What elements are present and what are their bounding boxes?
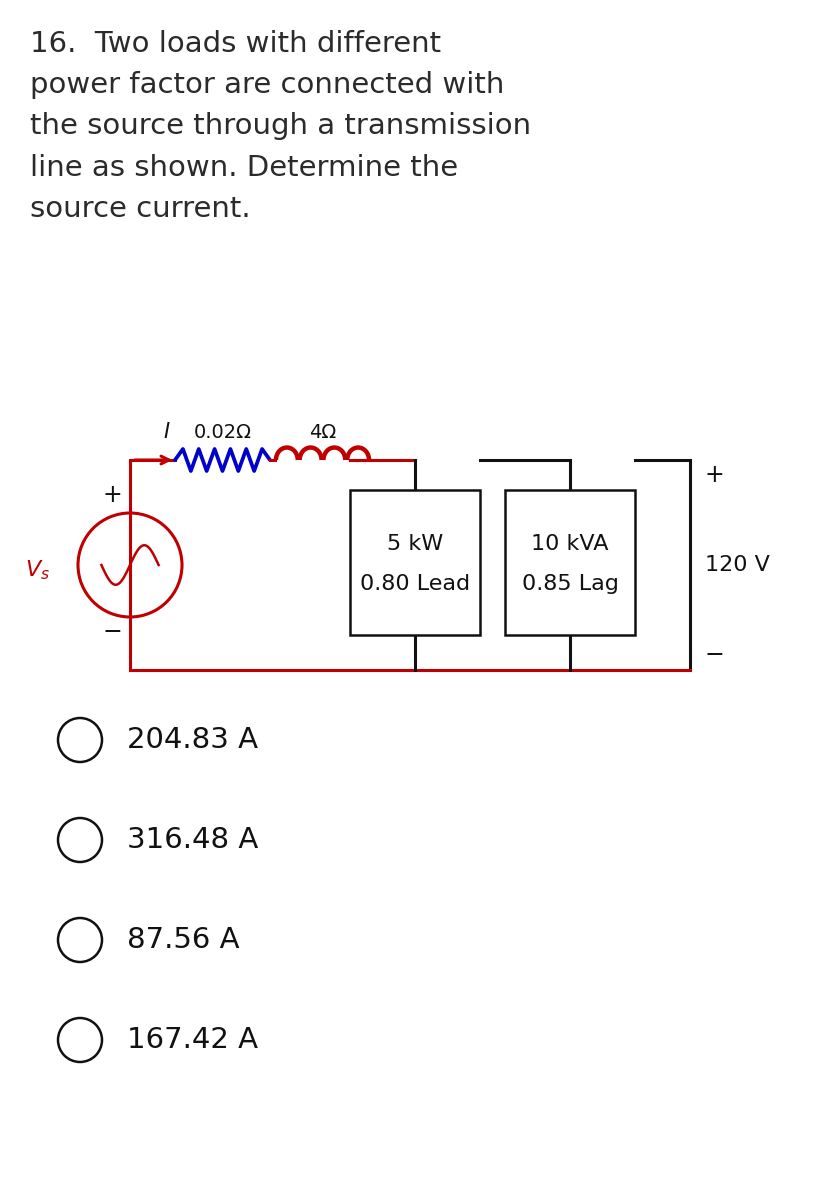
Text: 120 V: 120 V: [704, 554, 769, 575]
Text: 0.02Ω: 0.02Ω: [194, 422, 251, 442]
Text: +: +: [704, 463, 724, 487]
Text: 4Ω: 4Ω: [308, 422, 336, 442]
Text: 316.48 A: 316.48 A: [127, 826, 258, 854]
Text: 167.42 A: 167.42 A: [127, 1026, 258, 1054]
Text: −: −: [102, 620, 122, 644]
Text: 87.56 A: 87.56 A: [127, 926, 239, 954]
Text: 204.83 A: 204.83 A: [127, 726, 258, 754]
Text: 16.  Two loads with different
power factor are connected with
the source through: 16. Two loads with different power facto…: [30, 30, 530, 223]
Text: I: I: [164, 422, 170, 442]
Text: 0.85 Lag: 0.85 Lag: [521, 575, 618, 594]
Bar: [504, 490, 634, 635]
Text: 10 kVA: 10 kVA: [531, 534, 608, 554]
Bar: [350, 490, 480, 635]
Text: 0.80 Lead: 0.80 Lead: [360, 575, 470, 594]
Text: $V_s$: $V_s$: [25, 558, 50, 582]
Text: 5 kW: 5 kW: [386, 534, 442, 554]
Text: +: +: [102, 482, 122, 506]
Text: −: −: [704, 643, 724, 667]
